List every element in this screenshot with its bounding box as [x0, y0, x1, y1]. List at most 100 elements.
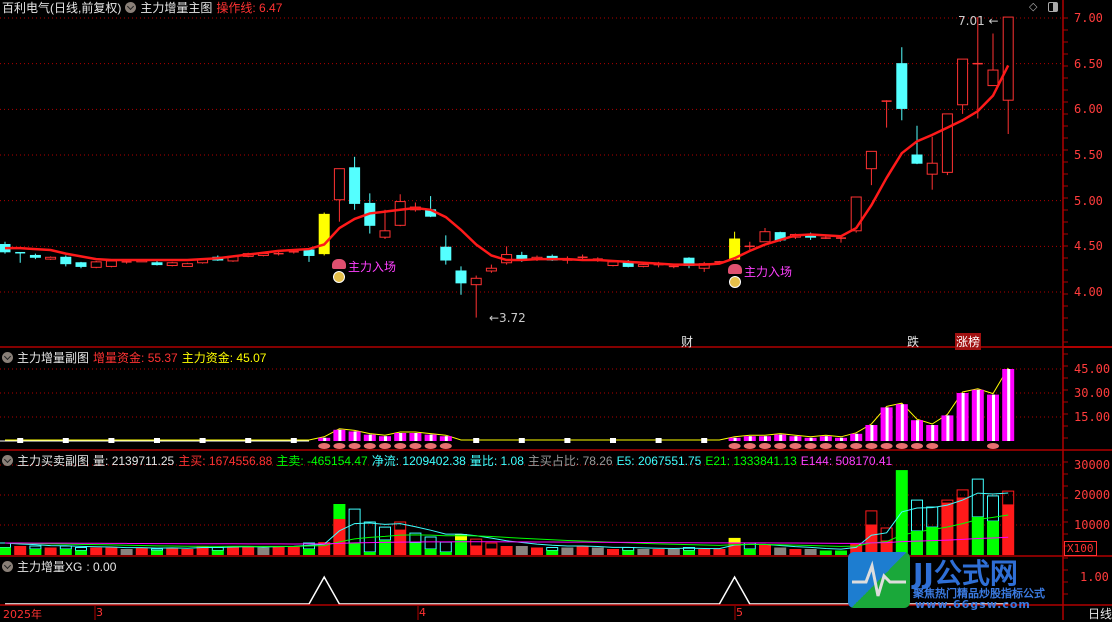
- indicator-name[interactable]: 主力增量主图: [140, 1, 213, 15]
- increment-bar-stripe: [855, 433, 859, 441]
- stat-label: 量比:: [469, 454, 498, 468]
- main-buy-bar: [227, 546, 239, 555]
- stat-6: E5: 2067551.75: [617, 454, 702, 468]
- logo-name: JJ公式网: [913, 557, 1018, 590]
- chevron-down-icon[interactable]: [2, 561, 13, 572]
- candle-body: [333, 168, 345, 201]
- marker-limit-up[interactable]: 涨榜: [955, 333, 982, 350]
- y-tick: 15.00: [1074, 410, 1111, 424]
- y-tick: 30.00: [1074, 386, 1111, 400]
- y-tick: 45.00: [1074, 362, 1111, 376]
- main-buy-bar: [743, 549, 756, 555]
- main-buy-bar: [531, 547, 543, 555]
- stat-label: 净流:: [371, 454, 400, 468]
- sub3-header: 主力增量XG : 0.00: [2, 558, 116, 575]
- zero-marker: [290, 438, 297, 443]
- candle-body: [75, 262, 87, 267]
- sub3-title[interactable]: 主力增量XG: [17, 560, 83, 574]
- main-buy-bar-base: [455, 540, 467, 555]
- entry-label: 主力入场: [744, 265, 793, 279]
- high-price-label: 7.01 ←: [958, 14, 999, 28]
- panel-toggle-icon[interactable]: [1048, 2, 1058, 12]
- increment-bar-stripe: [870, 425, 874, 441]
- candle-body: [987, 69, 999, 87]
- main-buy-bar: [379, 540, 391, 555]
- main-buy-bar: [637, 549, 650, 555]
- main-buy-bar: [348, 543, 361, 555]
- signal-pill-icon: [439, 443, 452, 449]
- zero-marker: [610, 438, 616, 443]
- candle-body: [45, 256, 57, 260]
- candle-body: [637, 264, 649, 267]
- y-tick: 1.00: [1080, 570, 1109, 584]
- increment-bar-stripe: [368, 434, 372, 441]
- stat-value: -465154.47: [307, 454, 368, 468]
- increment-bar-stripe: [444, 436, 448, 441]
- signal-pill-icon: [348, 443, 361, 449]
- marker-finance[interactable]: 财: [681, 335, 694, 349]
- stock-title: 百利电气(日线,前复权): [2, 1, 122, 15]
- gem-icon: [332, 259, 346, 269]
- zero-marker: [17, 438, 24, 443]
- candlestick-chart[interactable]: [0, 0, 1062, 347]
- candle-body: [470, 277, 482, 286]
- candle-body: [926, 162, 938, 175]
- candle-body: [485, 267, 497, 272]
- candle-body: [151, 262, 163, 266]
- main-buy-bar: [151, 550, 163, 555]
- stat-value: 1.08: [500, 454, 524, 468]
- stat-value: 508170.41: [835, 453, 893, 468]
- stat-label: 主买占比:: [527, 454, 580, 468]
- chevron-down-icon[interactable]: [2, 352, 13, 363]
- main-buy-bar: [105, 547, 118, 555]
- candle-body: [379, 230, 391, 238]
- increment-bar-stripe: [764, 436, 767, 441]
- period-button[interactable]: 日线: [1088, 607, 1112, 621]
- zero-marker: [655, 438, 662, 443]
- y-tick: 4.00: [1074, 284, 1103, 299]
- main-buy-bar: [683, 550, 695, 555]
- stat-5: 主买占比: 78.26: [528, 452, 613, 469]
- e21-line: [4, 514, 1009, 547]
- sub2-chart[interactable]: [0, 0, 1062, 620]
- main-buy-bar: [272, 546, 285, 555]
- main-buy-bar: [135, 547, 148, 555]
- signal-pill-icon: [424, 443, 437, 449]
- line-value: 6.47: [259, 1, 283, 15]
- candle-body: [90, 261, 102, 268]
- increment-fund-label: 增量资金:: [93, 351, 145, 365]
- stat-label: 主买:: [178, 454, 206, 468]
- chevron-down-icon[interactable]: [125, 2, 137, 13]
- main-buy-bar: [242, 546, 255, 555]
- main-buy-bar: [546, 550, 559, 555]
- candle-body: [181, 263, 193, 267]
- main-buy-bar: [698, 549, 711, 555]
- stat-3: 净流: 1209402.38: [372, 452, 466, 469]
- increment-bar-stripe: [748, 436, 752, 441]
- main-buy-bar: [911, 531, 923, 555]
- main-buy-bar: [804, 549, 817, 555]
- main-buy-bar: [576, 546, 589, 555]
- main-buy-bar: [257, 547, 270, 555]
- signal-pill-icon: [850, 443, 863, 449]
- signal-pill-icon: [379, 443, 391, 449]
- increment-bar-stripe: [1007, 369, 1011, 441]
- signal-pill-icon: [835, 443, 847, 449]
- candle-body: [957, 58, 969, 106]
- zero-marker: [199, 438, 206, 443]
- main-buy-bar: [0, 547, 11, 555]
- zero-marker: [564, 438, 571, 443]
- main-buy-bar: [622, 550, 635, 555]
- y-tick: 30000: [1074, 458, 1111, 472]
- marker-drop[interactable]: 跌: [907, 335, 920, 349]
- sub1-chart[interactable]: [0, 0, 1062, 620]
- increment-bar-stripe: [384, 436, 387, 441]
- xg-chart[interactable]: [0, 0, 1062, 620]
- y-tick: 4.50: [1074, 239, 1103, 254]
- sub1-title[interactable]: 主力增量副图: [17, 351, 90, 365]
- main-buy-bar: [591, 547, 604, 555]
- candle-body: [911, 154, 923, 164]
- diamond-icon[interactable]: ◇: [1029, 0, 1038, 13]
- sub2-title[interactable]: 主力买卖副图: [17, 454, 90, 468]
- chevron-down-icon[interactable]: [2, 455, 13, 466]
